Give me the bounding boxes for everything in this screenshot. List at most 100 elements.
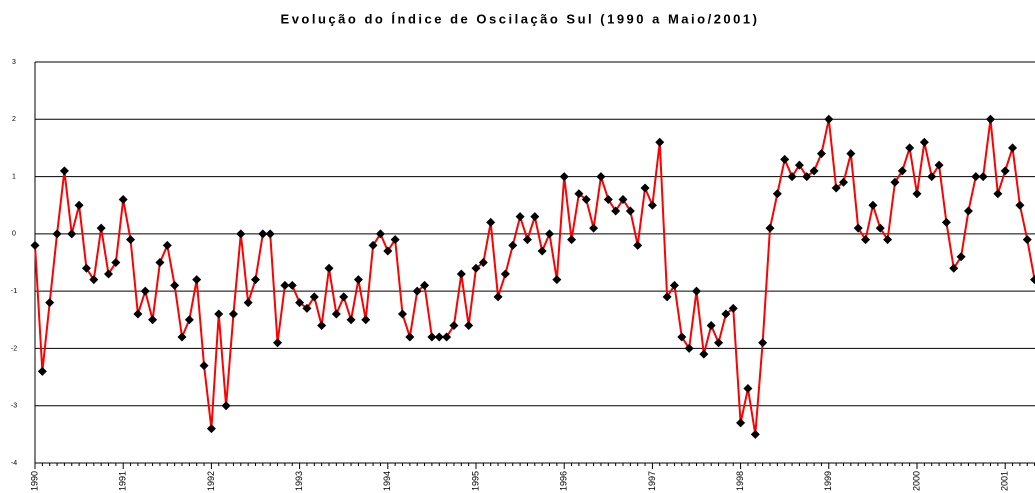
x-tick-label: 2001	[1000, 471, 1010, 491]
marker	[346, 315, 356, 325]
marker	[677, 332, 687, 342]
marker	[383, 246, 393, 256]
marker	[287, 280, 297, 290]
marker	[875, 223, 885, 233]
marker	[228, 309, 238, 319]
marker	[89, 275, 99, 285]
marker	[81, 263, 91, 273]
y-tick-label: 2	[12, 116, 16, 123]
x-tick-label: 1996	[559, 471, 569, 491]
marker	[442, 332, 452, 342]
marker	[552, 275, 562, 285]
marker	[839, 177, 848, 187]
marker	[309, 292, 319, 302]
marker	[390, 235, 400, 245]
marker	[273, 338, 283, 348]
marker	[515, 212, 525, 222]
marker	[846, 149, 856, 159]
marker	[927, 172, 937, 182]
x-tick-label: 1993	[294, 471, 304, 491]
marker	[897, 166, 907, 176]
marker	[67, 229, 77, 239]
marker	[941, 217, 951, 227]
marker	[111, 258, 121, 267]
marker	[743, 384, 753, 394]
marker	[905, 143, 915, 153]
marker	[787, 172, 797, 182]
marker	[530, 212, 540, 222]
marker	[45, 298, 55, 308]
marker	[368, 240, 378, 250]
marker	[963, 206, 973, 216]
marker	[30, 240, 40, 250]
marker	[104, 269, 113, 279]
marker	[662, 292, 672, 302]
marker	[126, 235, 136, 245]
marker	[986, 114, 995, 124]
marker	[258, 229, 268, 239]
x-tick-label: 1995	[470, 471, 480, 491]
marker	[802, 172, 812, 182]
marker	[537, 246, 547, 256]
marker	[706, 321, 716, 331]
marker	[434, 332, 444, 342]
series-line	[34, 119, 1035, 435]
marker	[669, 280, 679, 290]
marker	[545, 229, 554, 239]
chart-title: Evolução do Índice de Oscilação Sul (199…	[281, 11, 760, 26]
marker	[456, 269, 466, 279]
marker	[949, 263, 959, 273]
marker	[640, 183, 650, 193]
marker	[140, 286, 150, 296]
marker	[618, 194, 628, 204]
marker	[589, 223, 599, 233]
marker	[339, 292, 349, 302]
y-tick-label: 3	[12, 59, 16, 66]
marker	[37, 366, 47, 376]
marker	[603, 194, 613, 204]
marker	[52, 229, 62, 239]
marker	[243, 298, 253, 308]
marker	[647, 200, 657, 210]
marker	[471, 263, 481, 273]
marker	[427, 332, 437, 342]
marker	[971, 172, 981, 182]
marker	[559, 172, 569, 182]
marker	[280, 280, 290, 290]
marker	[170, 280, 180, 290]
marker	[978, 172, 988, 182]
marker	[375, 229, 385, 239]
y-tick-label: -2	[11, 345, 17, 352]
marker	[199, 361, 209, 371]
marker	[478, 258, 488, 267]
marker	[721, 309, 731, 319]
marker	[611, 206, 621, 216]
marker	[883, 235, 893, 245]
marker	[919, 137, 929, 147]
marker	[192, 275, 202, 285]
marker	[1015, 200, 1025, 210]
marker	[750, 429, 760, 439]
marker	[1008, 143, 1018, 153]
marker	[74, 200, 84, 210]
y-tick-label: -3	[11, 403, 17, 410]
marker	[302, 303, 312, 313]
marker	[1030, 275, 1035, 285]
marker	[118, 194, 128, 204]
y-tick-label: 1	[12, 173, 16, 180]
marker	[714, 338, 724, 348]
x-tick-label: 1999	[823, 471, 833, 491]
marker	[353, 275, 363, 285]
marker	[295, 298, 305, 308]
y-tick-label: 0	[12, 231, 16, 238]
marker	[861, 235, 871, 245]
marker	[155, 258, 165, 267]
marker	[699, 349, 709, 359]
marker	[780, 154, 790, 164]
marker	[684, 343, 694, 353]
marker	[522, 235, 532, 245]
marker	[464, 321, 474, 331]
marker	[596, 172, 606, 182]
marker	[493, 292, 503, 302]
